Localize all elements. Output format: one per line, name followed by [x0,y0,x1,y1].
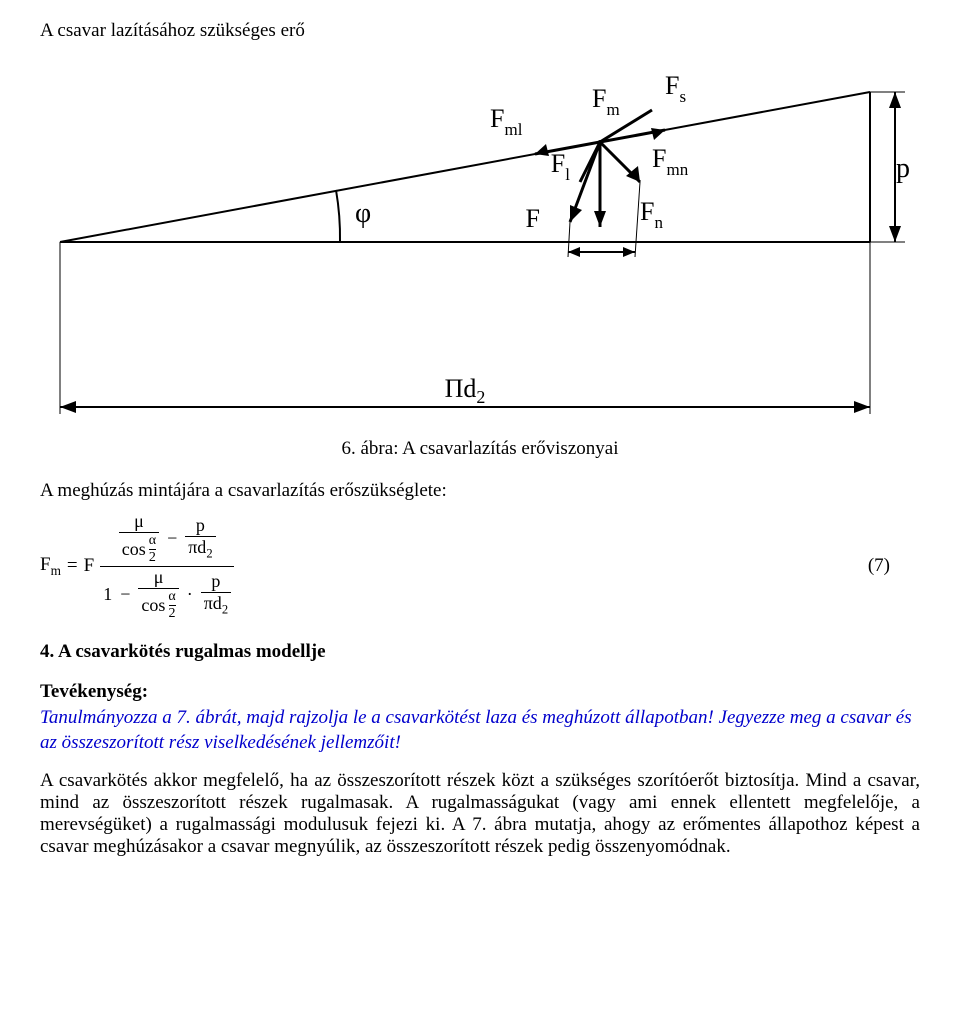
figure-6: φ p Πd2 Fml Fm Fs Fl Fmn F Fn [40,52,920,428]
figure-caption: 6. ábra: A csavarlazítás erőviszonyai [40,438,920,460]
activity-text: Tanulmányozza a 7. ábrát, majd rajzolja … [40,705,920,756]
svg-text:F: F [526,204,540,233]
intro-paragraph: A meghúzás mintájára a csavarlazítás erő… [40,480,920,502]
svg-text:Fn: Fn [640,197,663,232]
phi-label: φ [355,198,371,229]
svg-text:Πd2: Πd2 [445,374,486,407]
equation-number: (7) [868,555,920,577]
svg-text:Fmn: Fmn [652,144,689,179]
section-heading-4: 4. A csavarkötés rugalmas modellje [40,641,920,663]
force-diagram-svg: φ p Πd2 Fml Fm Fs Fl Fmn F Fn [40,52,910,422]
equation-7: Fm = F μ cos α 2 − [40,512,920,621]
activity-label: Tevékenység: [40,681,920,703]
svg-text:Fm: Fm [592,84,620,119]
svg-text:Fs: Fs [665,71,686,106]
page-title: A csavar lazításához szükséges erő [40,20,920,42]
svg-text:p: p [896,153,910,184]
body-paragraph: A csavarkötés akkor megfelelő, ha az öss… [40,770,920,858]
svg-text:Fml: Fml [490,104,523,139]
svg-text:Fl: Fl [551,149,570,184]
